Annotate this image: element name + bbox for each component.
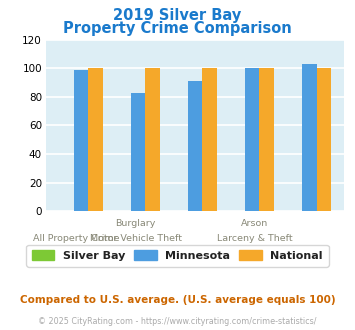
Text: © 2025 CityRating.com - https://www.cityrating.com/crime-statistics/: © 2025 CityRating.com - https://www.city…: [38, 317, 317, 326]
Bar: [260, 68, 274, 211]
Bar: [188, 81, 202, 211]
Legend: Silver Bay, Minnesota, National: Silver Bay, Minnesota, National: [27, 245, 328, 267]
Bar: [202, 68, 217, 211]
Text: Arson: Arson: [241, 219, 268, 228]
Bar: [245, 68, 260, 211]
Text: Motor Vehicle Theft: Motor Vehicle Theft: [89, 234, 182, 243]
Bar: [74, 70, 88, 211]
Bar: [131, 92, 145, 211]
Text: Burglary: Burglary: [115, 219, 156, 228]
Text: All Property Crime: All Property Crime: [33, 234, 119, 243]
Bar: [302, 64, 317, 211]
Text: Compared to U.S. average. (U.S. average equals 100): Compared to U.S. average. (U.S. average …: [20, 295, 335, 305]
Bar: [317, 68, 331, 211]
Bar: [145, 68, 160, 211]
Text: 2019 Silver Bay: 2019 Silver Bay: [113, 8, 242, 23]
Bar: [88, 68, 103, 211]
Text: Property Crime Comparison: Property Crime Comparison: [63, 21, 292, 36]
Text: Larceny & Theft: Larceny & Theft: [217, 234, 293, 243]
